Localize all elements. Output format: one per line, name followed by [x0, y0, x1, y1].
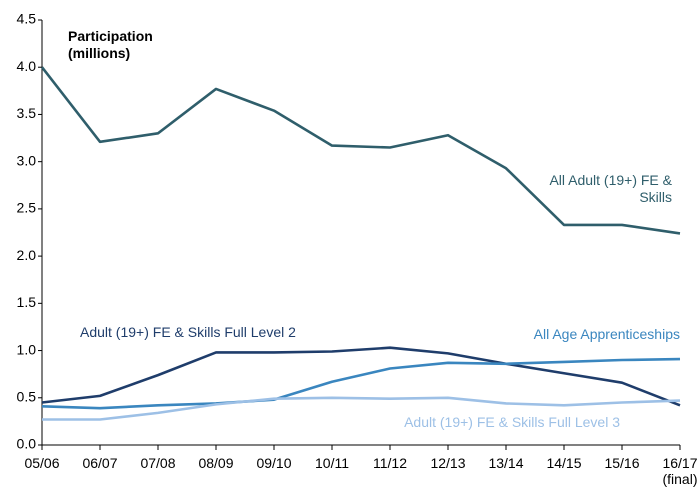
- x-tick-label: 06/07: [82, 455, 118, 471]
- x-tick-label: 08/09: [198, 455, 234, 471]
- y-tick-label: 1.5: [17, 294, 37, 310]
- y-tick-label: 4.5: [17, 11, 37, 27]
- y-tick-label: 0.5: [17, 388, 37, 404]
- x-tick-label: 10/11: [315, 455, 349, 471]
- series-line: [40, 66, 681, 235]
- x-tick-label: 15/16: [604, 455, 640, 471]
- x-tick-label: 07/08: [140, 455, 176, 471]
- series-label: Adult (19+) FE & Skills Full Level 2: [80, 324, 296, 340]
- x-tick-label: 09/10: [256, 455, 292, 471]
- y-axis-label: Participation (millions): [68, 28, 153, 61]
- y-tick-label: 1.0: [17, 341, 37, 357]
- y-tick-label: 3.5: [17, 105, 37, 121]
- x-tick-label: 14/15: [546, 455, 582, 471]
- series-label: All Adult (19+) FE & Skills: [549, 172, 672, 205]
- x-tick-label: 05/06: [24, 455, 60, 471]
- series-label: All Age Apprenticeships: [533, 326, 680, 342]
- y-tick-label: 2.0: [17, 247, 37, 263]
- y-tick-label: 3.0: [17, 152, 37, 168]
- x-tick-label: 12/13: [430, 455, 466, 471]
- series-line: [41, 346, 681, 407]
- series-label: Adult (19+) FE & Skills Full Level 3: [404, 414, 620, 430]
- x-tick-label: 13/14: [488, 455, 524, 471]
- y-tick-label: 2.5: [17, 200, 37, 216]
- x-tick-label: 16/17 (final): [662, 455, 698, 487]
- x-tick-label: 11/12: [373, 455, 407, 471]
- y-tick-label: 4.0: [17, 58, 37, 74]
- series-line: [41, 357, 681, 410]
- series-line: [42, 396, 681, 421]
- y-tick-label: 0.0: [17, 436, 37, 452]
